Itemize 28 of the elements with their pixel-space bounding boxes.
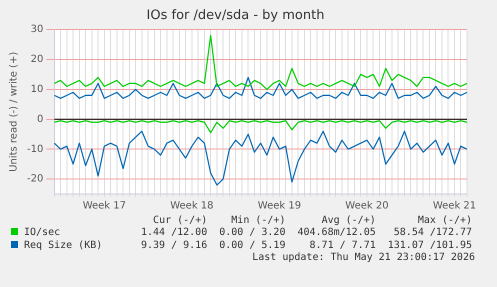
text: Cur (-/+) — [152, 215, 208, 226]
text: 404.68m/12.05 — [296, 226, 377, 239]
y-tick-label: 20 — [30, 54, 44, 66]
y-tick-label: 30 — [30, 24, 44, 36]
text: 131.07 /101.95 — [386, 239, 474, 252]
x-tick-label: Week 17 — [82, 200, 126, 212]
text: Avg (-/+) — [320, 215, 377, 226]
text: 58.54 /172.77 — [392, 226, 474, 239]
x-tick-label: Week 20 — [345, 200, 389, 212]
x-tick-label: Week 18 — [170, 200, 214, 212]
x-tick-label: Week 19 — [258, 200, 302, 212]
y-tick-label: 0 — [36, 114, 44, 125]
y-tick-label: -10 — [26, 144, 44, 155]
legend-label: IO/sec — [23, 226, 62, 239]
legend-label: Req Size (KB) — [23, 239, 104, 252]
y-axis-title: Units read (-) / write (+) — [8, 52, 20, 172]
text: 8.71 / 7.71 — [308, 239, 377, 252]
y-tick-label: -20 — [26, 174, 44, 185]
text: 1.44 /12.00 — [140, 226, 208, 239]
text: Last update: Thu May 21 23:00:17 2026 — [251, 252, 476, 263]
text: Min (-/+) — [230, 215, 286, 226]
text: 9.39 / 9.16 — [140, 239, 208, 252]
text: Max (-/+) — [416, 215, 474, 226]
text: 0.00 / 5.19 — [218, 239, 286, 252]
x-tick-label: Week 21 — [432, 200, 476, 212]
y-tick-label: 10 — [30, 84, 44, 95]
chart-title: IOs for /dev/sda - by month — [146, 8, 324, 24]
text: 0.00 / 3.20 — [218, 226, 286, 239]
